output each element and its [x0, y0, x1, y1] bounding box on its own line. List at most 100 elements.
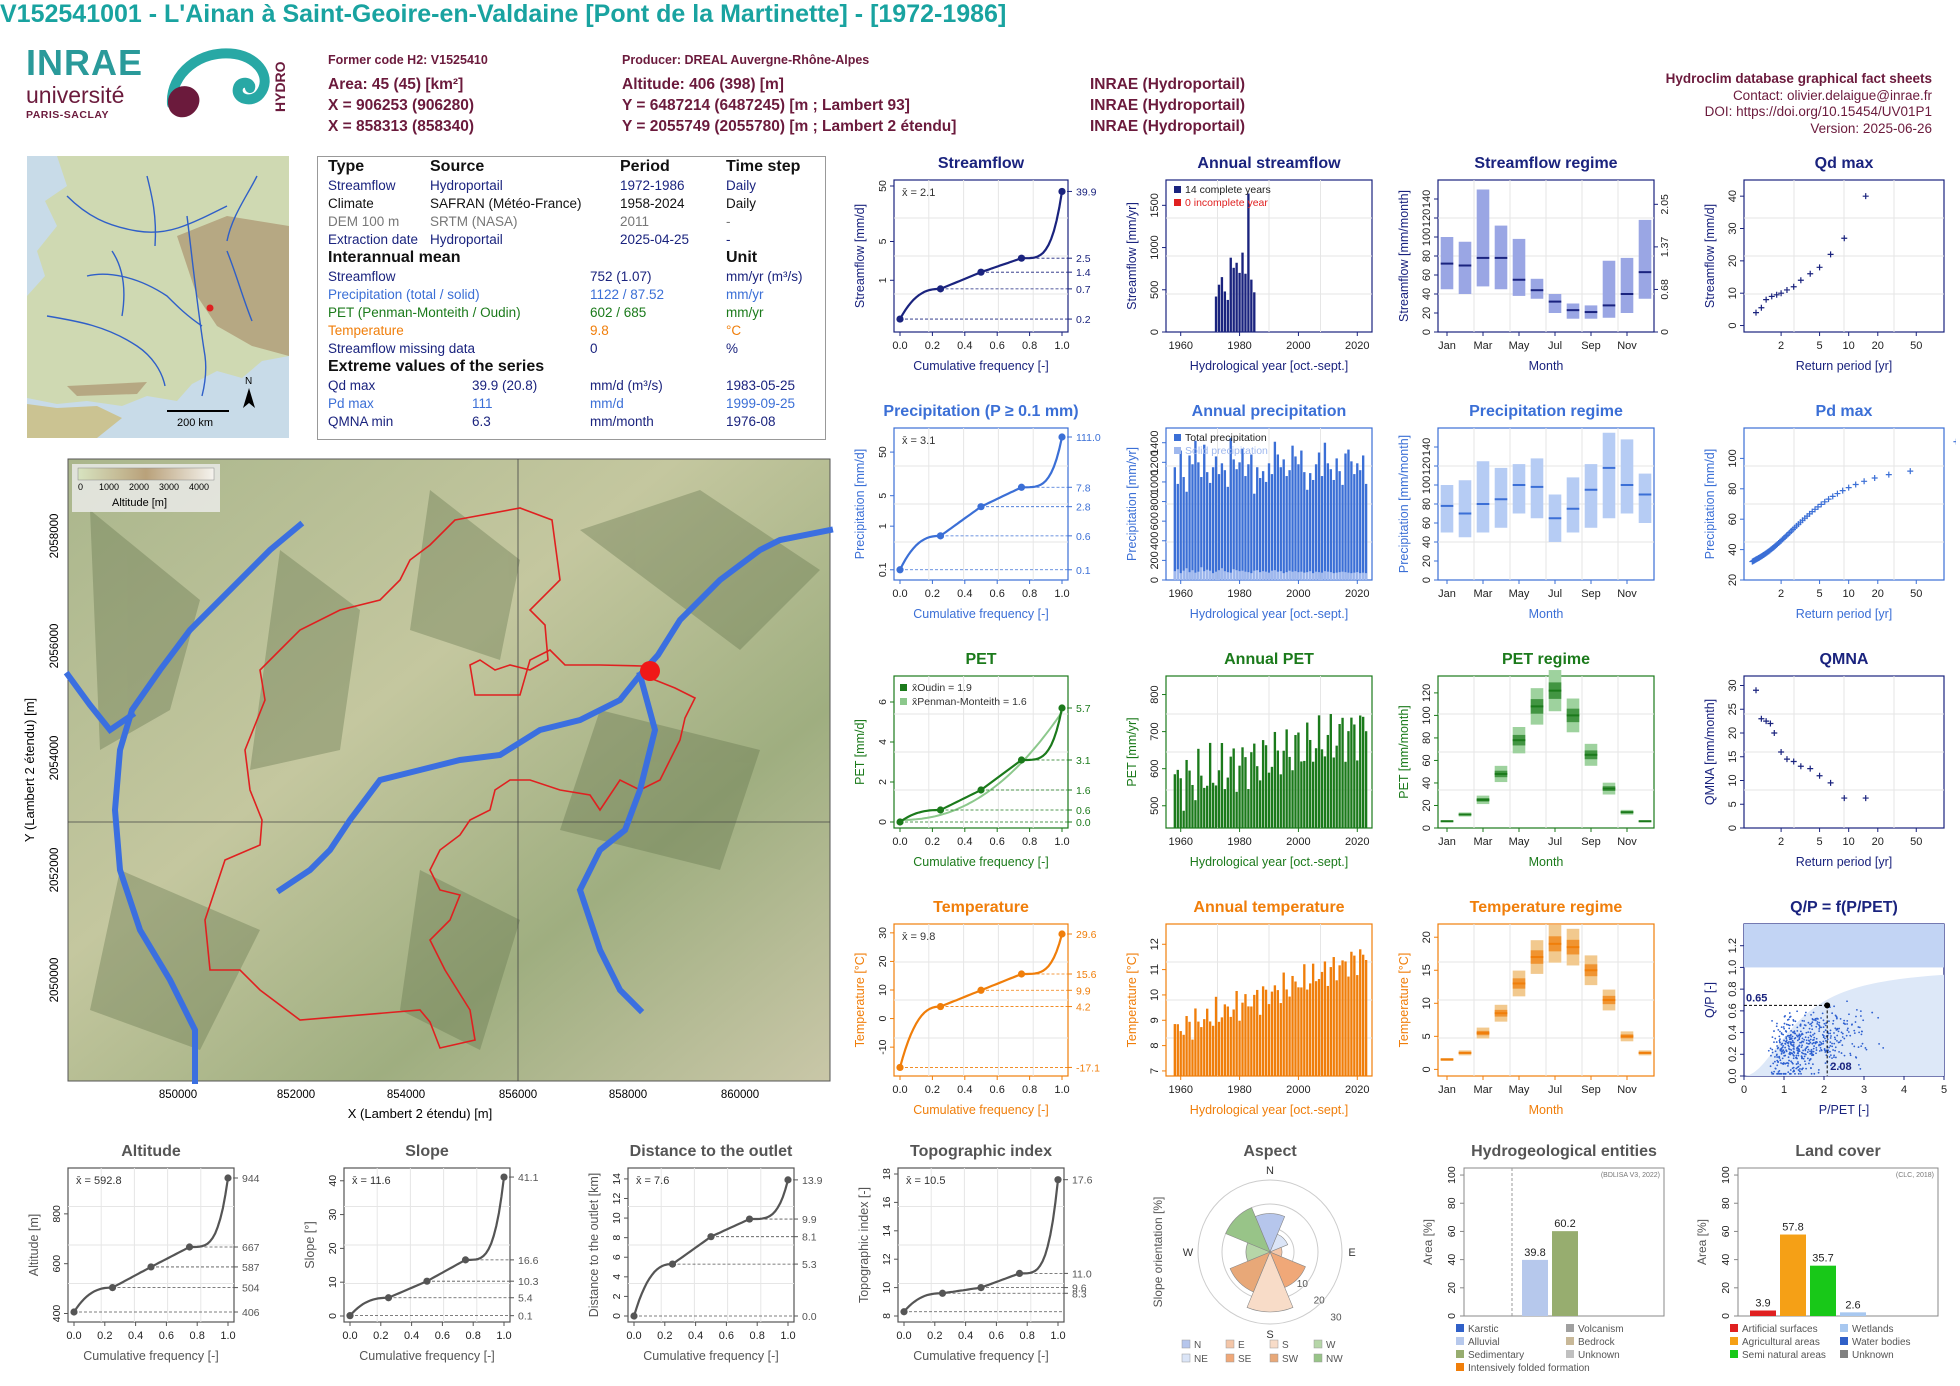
scatter-point [1778, 1039, 1781, 1042]
annual-bar [1297, 464, 1300, 580]
annual-bar [1309, 473, 1312, 580]
data-point [1852, 481, 1859, 488]
data-point [1862, 795, 1869, 802]
scatter-point [1807, 1036, 1810, 1039]
annual-bar [1285, 729, 1288, 828]
data-point [1953, 438, 1956, 445]
x-tick-label: 0.0 [892, 1084, 907, 1096]
solid-bar [1361, 572, 1365, 580]
right-tick-label: 17.6 [1072, 1175, 1093, 1187]
right-tick-label: 0 [1659, 329, 1671, 335]
y-tick-label: 5 [877, 238, 889, 244]
row-streamflow-type: Streamflow [328, 178, 396, 193]
chart-title: Land cover [1795, 1143, 1880, 1160]
scatter-point [1855, 1009, 1858, 1011]
temperature-regime-chart: Temperature regime Month Temperature [°C] 0… [1397, 899, 1655, 1117]
legend-label: Artificial surfaces [1742, 1324, 1818, 1335]
y-tick-label: 20 [1727, 574, 1739, 586]
solid-bar [1303, 572, 1306, 580]
x-tick-label: 20 [1872, 836, 1884, 848]
data-point [1816, 264, 1823, 271]
x-axis-label: Month [1529, 359, 1564, 373]
annual-bar [1335, 745, 1338, 828]
solid-bar [1332, 573, 1335, 580]
scatter-point [1834, 1027, 1837, 1030]
scatter-point [1773, 1070, 1776, 1073]
y-tick-label: 600 [1149, 760, 1161, 778]
rose-ring-label: 30 [1330, 1312, 1342, 1323]
annual-bar [1241, 1002, 1244, 1076]
annual-bar [1311, 963, 1315, 1076]
y-tick-label: 100 [1720, 1166, 1732, 1184]
scatter-point [1822, 1042, 1825, 1045]
y-tick-label: -10 [877, 1039, 889, 1054]
solid-bar [1270, 570, 1274, 580]
scatter-point [1780, 1052, 1783, 1055]
x-tick-label: 1.0 [780, 1330, 795, 1342]
data-point [1816, 772, 1823, 779]
topographic-cdf-chart: Topographic index Cumulative frequency [-… [857, 1143, 1093, 1363]
annual-bar [1356, 463, 1359, 580]
scatter-point [1802, 1052, 1805, 1055]
y-tick-label: 1000 [1149, 235, 1161, 259]
annual-bar [1232, 748, 1235, 828]
map-xtick: 852000 [277, 1089, 315, 1101]
scatter-point [1865, 1048, 1868, 1051]
chart-title: Precipitation (P ≥ 0.1 mm) [883, 403, 1078, 420]
annual-bar [1238, 462, 1241, 580]
data-point [1827, 779, 1834, 786]
legend-label: Solid precipitation [1185, 445, 1268, 457]
area-bar [1840, 1312, 1866, 1316]
scatter-point [1834, 1046, 1837, 1049]
x-tick-label: 20 [1872, 340, 1884, 352]
annual-bar [1320, 971, 1324, 1076]
data-point [1862, 193, 1869, 200]
scatter-point [1787, 1024, 1790, 1026]
x-tick-label: 0.8 [1022, 1084, 1037, 1096]
scatter-point [1808, 1027, 1811, 1030]
scatter-point [1817, 1069, 1820, 1071]
scatter-point [1858, 1026, 1861, 1029]
y-tick-label: 2 [611, 1293, 623, 1299]
annual-bar [1220, 463, 1224, 580]
quantile-point [1058, 187, 1066, 196]
solid-bar [1347, 572, 1350, 580]
scatter-point [1782, 1044, 1785, 1047]
ia-streamflow-label: Streamflow [328, 269, 396, 284]
annual-bar [1206, 785, 1209, 828]
scatter-point [1836, 1028, 1838, 1031]
ia-missing-unit: % [726, 341, 739, 356]
annual-bar [1311, 479, 1315, 580]
scatter-point [1775, 1041, 1778, 1043]
x-tick-label: 1960 [1168, 1084, 1192, 1096]
y-tick-label: 15 [1421, 964, 1433, 976]
solid-bar [1200, 567, 1203, 580]
annual-bar [1197, 1021, 1200, 1076]
x-tick-label: Mar [1474, 588, 1493, 600]
data-point [1845, 484, 1852, 491]
quantile-point [1058, 433, 1066, 441]
y-tick-label: 80 [1421, 498, 1433, 510]
source-note: (CLC, 2018) [1896, 1172, 1934, 1179]
y-axis-label: Altitude [m] [27, 1214, 41, 1277]
x-tick-label: 2 [1778, 588, 1784, 600]
scatter-point [1801, 1057, 1803, 1059]
solid-bar [1182, 570, 1185, 580]
altitude-cdf-chart: Altitude Cumulative frequency [-] Altitude… [27, 1143, 260, 1363]
quantile-point [500, 1173, 508, 1181]
scatter-point [1778, 1072, 1781, 1075]
altitude-legend-title: Altitude [m] [112, 497, 167, 509]
annual-bar [1241, 252, 1244, 332]
x-tick-label: Mar [1474, 836, 1493, 848]
legend-swatch [1225, 1353, 1235, 1363]
y-tick-label: 20 [1421, 799, 1433, 811]
scatter-point [1839, 1039, 1842, 1042]
scatter-point [1781, 1057, 1784, 1060]
scatter-point [1784, 1043, 1787, 1045]
scatter-point [1778, 1069, 1781, 1072]
solid-bar [1188, 572, 1191, 580]
annual-bar [1211, 782, 1215, 828]
x-tick-label: 0.8 [190, 1330, 205, 1342]
solid-bar [1244, 571, 1247, 580]
chart-title: PET regime [1502, 651, 1590, 668]
